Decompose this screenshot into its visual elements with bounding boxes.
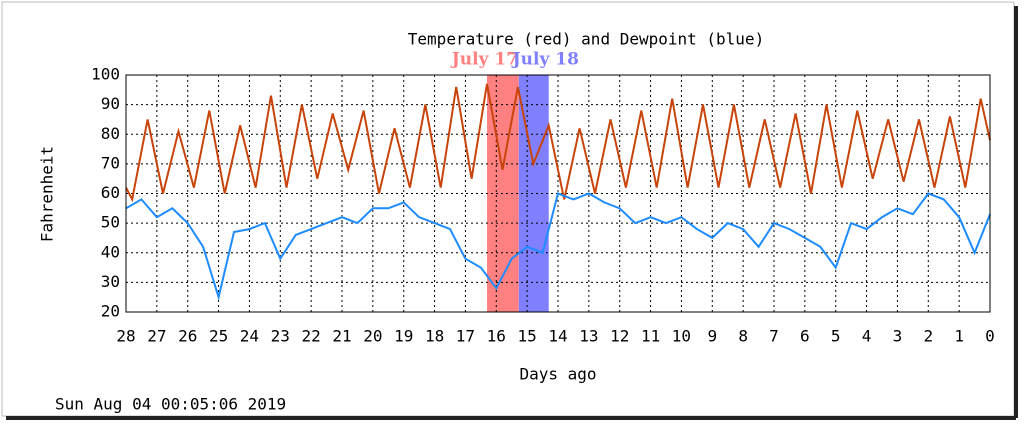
highlight-label: July 17 bbox=[450, 50, 518, 70]
y-tick-label: 80 bbox=[101, 124, 120, 143]
y-tick-label: 70 bbox=[101, 153, 120, 172]
x-tick-label: 3 bbox=[893, 327, 903, 346]
x-tick-label: 17 bbox=[456, 327, 475, 346]
y-tick-label: 60 bbox=[101, 183, 120, 202]
x-tick-label: 23 bbox=[271, 327, 290, 346]
x-tick-label: 5 bbox=[831, 327, 841, 346]
x-tick-label: 16 bbox=[487, 327, 506, 346]
x-tick-label: 21 bbox=[332, 327, 351, 346]
x-tick-label: 19 bbox=[394, 327, 413, 346]
x-tick-label: 22 bbox=[302, 327, 321, 346]
x-tick-label: 11 bbox=[641, 327, 660, 346]
x-tick-label: 26 bbox=[178, 327, 197, 346]
highlight-label: July 18 bbox=[511, 50, 579, 70]
y-tick-label: 40 bbox=[101, 242, 120, 261]
x-tick-label: 8 bbox=[738, 327, 748, 346]
x-tick-label: 9 bbox=[707, 327, 717, 346]
x-tick-label: 10 bbox=[672, 327, 691, 346]
y-tick-label: 100 bbox=[91, 65, 120, 84]
x-tick-label: 27 bbox=[147, 327, 166, 346]
series-line bbox=[125, 192, 991, 302]
x-tick-label: 14 bbox=[548, 327, 567, 346]
x-tick-label: 15 bbox=[518, 327, 537, 346]
y-tick-label: 50 bbox=[101, 213, 120, 232]
x-tick-label: 4 bbox=[862, 327, 872, 346]
x-tick-label: 2 bbox=[923, 327, 933, 346]
x-tick-label: 24 bbox=[240, 327, 259, 346]
x-tick-label: 28 bbox=[116, 327, 135, 346]
x-tick-label: 0 bbox=[985, 327, 995, 346]
x-tick-label: 13 bbox=[579, 327, 598, 346]
x-axis-label: Days ago bbox=[519, 365, 596, 384]
x-tick-label: 18 bbox=[425, 327, 444, 346]
y-tick-label: 90 bbox=[101, 94, 120, 113]
x-tick-label: 12 bbox=[610, 327, 629, 346]
x-tick-label: 7 bbox=[769, 327, 779, 346]
x-tick-label: 6 bbox=[800, 327, 810, 346]
timestamp: Sun Aug 04 00:05:06 2019 bbox=[55, 395, 286, 414]
y-axis-label: Fahrenheit bbox=[38, 146, 57, 242]
x-tick-label: 1 bbox=[954, 327, 964, 346]
y-tick-label: 30 bbox=[101, 272, 120, 291]
series-line bbox=[125, 83, 991, 203]
y-tick-label: 20 bbox=[101, 302, 120, 321]
x-tick-label: 25 bbox=[209, 327, 228, 346]
plot-border bbox=[125, 74, 991, 313]
x-tick-label: 20 bbox=[363, 327, 382, 346]
chart-title: Temperature (red) and Dewpoint (blue) bbox=[408, 30, 764, 49]
